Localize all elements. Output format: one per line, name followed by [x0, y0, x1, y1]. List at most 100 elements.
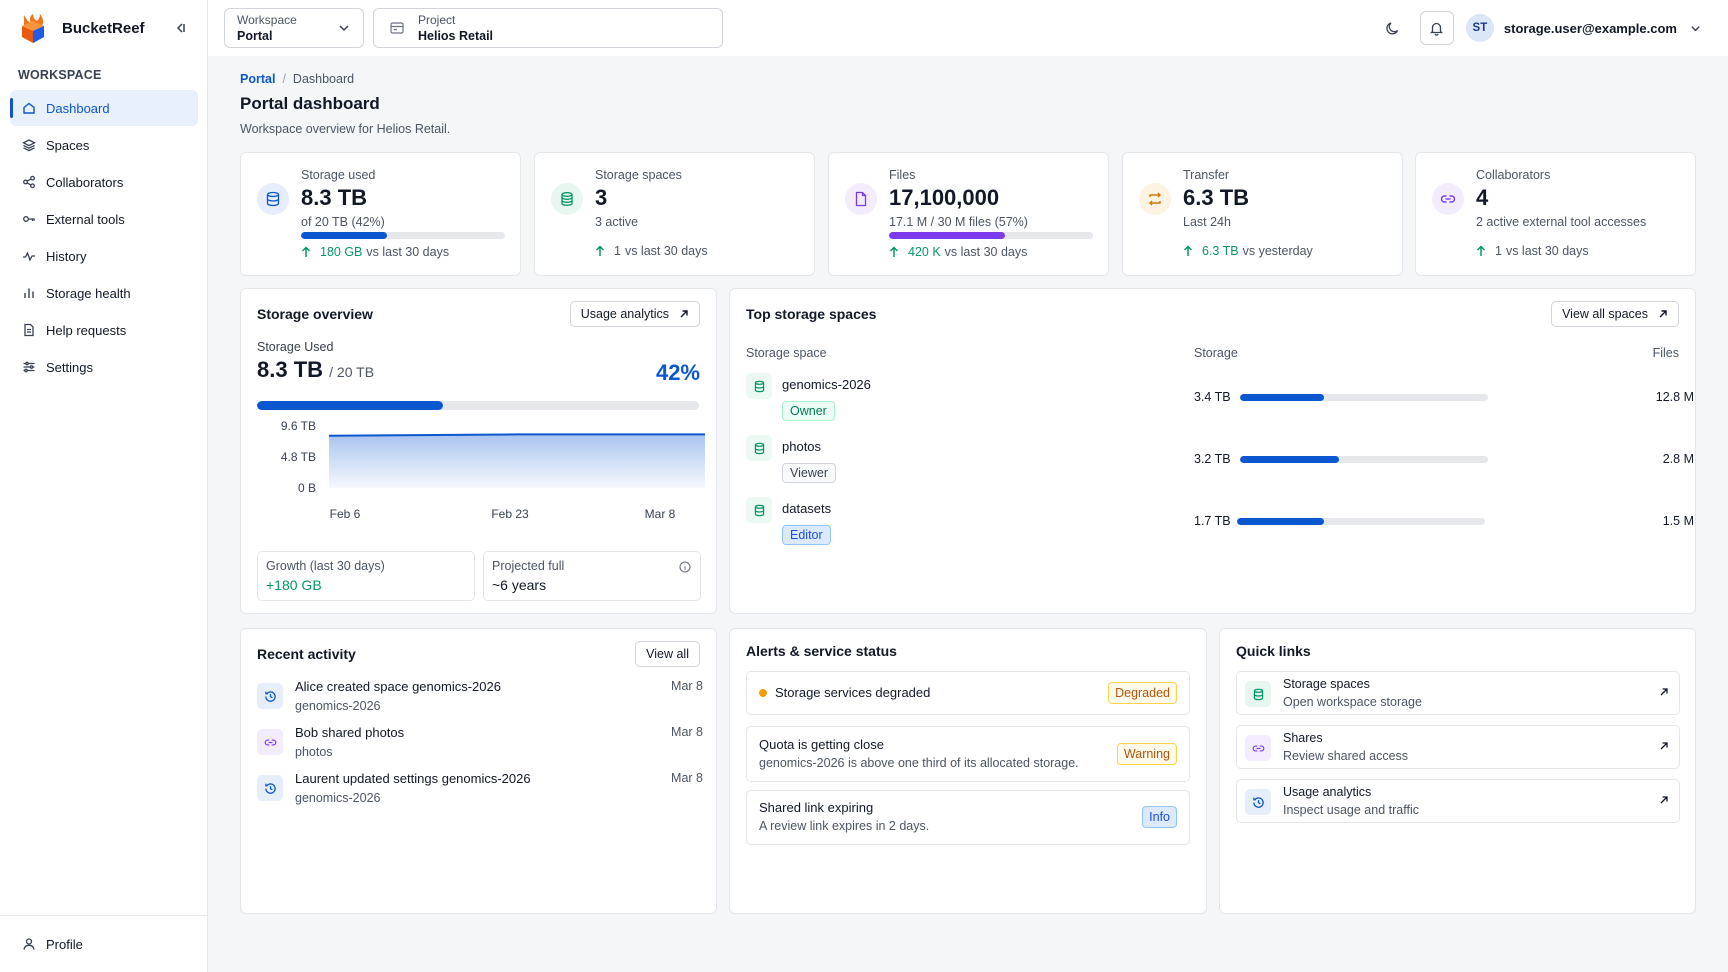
quick-link-storage-spaces[interactable]: Storage spaces Open workspace storage — [1236, 671, 1680, 715]
storage-icon — [561, 192, 573, 206]
workspace-selector[interactable]: Workspace Portal — [224, 8, 364, 48]
user-menu[interactable]: ST storage.user@example.com — [1465, 14, 1702, 42]
sidebar-item-label: Help requests — [46, 322, 127, 338]
storage-used-amount: 8.3 TB — [257, 357, 324, 382]
list-item[interactable]: Alice created space genomics-2026 genomi… — [257, 679, 703, 719]
sidebar-item-dashboard[interactable]: Dashboard — [10, 90, 198, 126]
arrow-up-icon — [595, 245, 605, 257]
sidebar-item-label: Dashboard — [46, 100, 110, 116]
sidebar-item-external-tools[interactable]: External tools — [10, 201, 198, 237]
activity-subtitle: photos — [295, 745, 333, 759]
link-icon — [257, 729, 283, 755]
space-files: 2.8 M — [1662, 452, 1694, 466]
stat-delta: 1 vs last 30 days — [595, 244, 708, 258]
stat-card-transfer: Transfer 6.3 TB Last 24h 6.3 TB vs yeste… — [1122, 152, 1403, 276]
stat-progress-bar — [889, 232, 1093, 239]
view-all-spaces-button[interactable]: View all spaces — [1551, 301, 1679, 327]
sidebar-item-label: Storage health — [46, 285, 131, 301]
alert-title: Shared link expiring — [759, 800, 874, 815]
quick-link-title: Storage spaces — [1283, 677, 1370, 691]
space-storage: 3.2 TB — [1194, 452, 1231, 466]
usage-analytics-button[interactable]: Usage analytics — [569, 301, 700, 327]
stat-delta-value: 1 — [1495, 244, 1502, 258]
quick-link-usage-analytics[interactable]: Usage analytics Inspect usage and traffi… — [1236, 779, 1680, 823]
alert-item[interactable]: Shared link expiring A review link expir… — [746, 790, 1190, 845]
stat-delta-text: vs last 30 days — [366, 245, 450, 259]
table-row[interactable]: datasets Editor 1.7 TB 1.5 M — [746, 497, 1694, 553]
table-row[interactable]: genomics-2026 Owner 3.4 TB 12.8 M — [746, 373, 1694, 429]
stat-value: 4 — [1476, 185, 1489, 210]
column-header-storage-space: Storage space — [746, 346, 827, 360]
sidebar-item-help-requests[interactable]: Help requests — [10, 312, 198, 348]
history-icon — [257, 683, 283, 709]
table-row[interactable]: photos Viewer 3.2 TB 2.8 M — [746, 435, 1694, 491]
notifications-button[interactable] — [1419, 11, 1454, 45]
card-title: Quick links — [1236, 643, 1311, 659]
info-icon[interactable] — [679, 561, 691, 573]
view-all-activity-button[interactable]: View all — [635, 641, 700, 667]
stat-label: Files — [889, 168, 916, 182]
collapse-sidebar-icon[interactable] — [170, 18, 190, 38]
file-icon — [855, 191, 867, 207]
list-item[interactable]: Bob shared photos photos Mar 8 — [257, 725, 703, 765]
status-dot — [759, 689, 767, 697]
stat-delta: 180 GB vs last 30 days — [301, 245, 449, 259]
card-title: Top storage spaces — [746, 306, 877, 322]
alert-item[interactable]: Quota is getting close genomics-2026 is … — [746, 726, 1190, 782]
space-storage: 1.7 TB — [1194, 514, 1231, 528]
stat-delta-value: 420 K — [908, 245, 941, 259]
stat-value: 8.3 TB — [301, 185, 368, 210]
y-tick-label: 9.6 TB — [281, 419, 316, 433]
arrow-up-icon — [301, 246, 311, 258]
space-storage-bar — [1240, 456, 1488, 463]
space-name[interactable]: datasets — [782, 501, 832, 516]
stat-icon-badge — [1432, 183, 1464, 215]
y-tick-label: 0 B — [298, 481, 316, 495]
stat-delta-text: vs last 30 days — [944, 245, 1028, 259]
breadcrumb-link-portal[interactable]: Portal — [240, 72, 276, 86]
sidebar-item-profile[interactable]: Profile — [0, 915, 207, 972]
space-files: 1.5 M — [1662, 514, 1694, 528]
stat-value: 3 — [595, 185, 608, 210]
list-item[interactable]: Laurent updated settings genomics-2026 g… — [257, 771, 703, 811]
space-name[interactable]: photos — [782, 439, 822, 454]
sidebar-item-storage-health[interactable]: Storage health — [10, 275, 198, 311]
user-icon — [22, 937, 36, 951]
alert-item[interactable]: Storage services degraded Degraded — [746, 671, 1190, 715]
external-arrow-icon — [1659, 741, 1669, 751]
quick-link-subtitle: Review shared access — [1283, 749, 1409, 763]
storage-overview-card: Storage overview Usage analytics Storage… — [240, 288, 717, 614]
sidebar-item-label: History — [46, 248, 87, 264]
role-badge: Viewer — [782, 463, 836, 483]
bucketreef-logo-icon[interactable] — [18, 11, 48, 45]
sliders-icon — [22, 360, 36, 374]
alerts-card: Alerts & service status Storage services… — [729, 628, 1207, 914]
sidebar-item-settings[interactable]: Settings — [10, 349, 198, 385]
storage-icon — [746, 435, 772, 461]
theme-toggle-button[interactable] — [1376, 11, 1410, 45]
sidebar-item-history[interactable]: History — [10, 238, 198, 274]
chevron-down-icon — [1689, 22, 1702, 35]
bar-chart-icon — [22, 286, 36, 300]
stat-subtext: of 20 TB (42%) — [301, 215, 385, 229]
project-selector[interactable]: Project Helios Retail — [373, 8, 723, 48]
status-badge: Info — [1142, 806, 1177, 828]
key-icon — [22, 212, 36, 226]
top-storage-spaces-card: Top storage spaces View all spaces Stora… — [729, 288, 1696, 614]
button-label: View all spaces — [1562, 307, 1648, 321]
space-name[interactable]: genomics-2026 — [782, 377, 871, 392]
alert-description: A review link expires in 2 days. — [759, 819, 930, 833]
sidebar-item-spaces[interactable]: Spaces — [10, 127, 198, 163]
quick-link-shares[interactable]: Shares Review shared access — [1236, 725, 1680, 769]
stat-delta: 6.3 TB vs yesterday — [1183, 244, 1313, 258]
role-badge: Editor — [782, 525, 831, 545]
stat-label: Collaborators — [1476, 168, 1551, 182]
stat-card-storage-used: Storage used 8.3 TB of 20 TB (42%) 180 G… — [240, 152, 521, 276]
stat-progress-bar — [301, 232, 505, 239]
quick-link-title: Usage analytics — [1283, 785, 1372, 799]
sidebar-item-collaborators[interactable]: Collaborators — [10, 164, 198, 200]
stat-delta-value: 1 — [614, 244, 621, 258]
sidebar: BucketReef WORKSPACE Dashboard Spaces Co… — [0, 0, 208, 972]
stat-card-collaborators: Collaborators 4 2 active external tool a… — [1415, 152, 1696, 276]
layers-icon — [22, 138, 36, 152]
